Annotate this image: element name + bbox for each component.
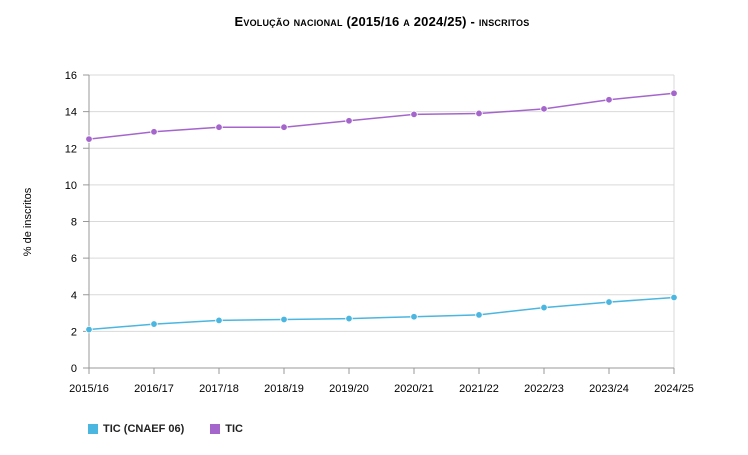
grid-lines — [89, 74, 675, 368]
legend-item-tic-cnaef[interactable]: TIC (CNAEF 06) — [88, 423, 184, 435]
legend: TIC (CNAEF 06) TIC — [88, 423, 269, 435]
series-line-0 — [88, 296, 675, 331]
data-point[interactable] — [410, 313, 418, 321]
data-point[interactable] — [670, 89, 678, 98]
x-tick-label: 2024/25 — [654, 383, 694, 395]
data-point[interactable] — [85, 135, 93, 143]
axes — [83, 74, 675, 374]
legend-item-tic[interactable]: TIC — [210, 423, 243, 435]
series-line-1 — [88, 92, 675, 140]
data-point[interactable] — [540, 105, 548, 113]
y-tick-label: 2 — [71, 326, 77, 338]
data-point[interactable] — [150, 128, 158, 136]
x-tick-label: 2016/17 — [134, 383, 174, 395]
data-point[interactable] — [150, 320, 158, 328]
legend-swatch-tic-cnaef — [88, 424, 98, 434]
data-point[interactable] — [475, 109, 483, 118]
tick-labels: 0 2 4 6 8 10 12 14 16 2015/16 2016/17 2017/18 2018/1… — [65, 70, 694, 395]
x-tick-label: 2018/19 — [264, 383, 304, 395]
x-tick-label: 2020/21 — [394, 383, 434, 395]
legend-label-tic-cnaef: TIC (CNAEF 06) — [103, 423, 185, 435]
data-point[interactable] — [345, 117, 353, 125]
data-point[interactable] — [670, 293, 678, 302]
y-tick-label: 14 — [65, 107, 77, 119]
data-point[interactable] — [410, 110, 418, 119]
data-point[interactable] — [605, 96, 613, 104]
x-tick-label: 2019/20 — [329, 383, 369, 395]
data-point[interactable] — [215, 123, 223, 131]
data-point[interactable] — [605, 298, 613, 306]
legend-label-tic: TIC — [225, 423, 244, 435]
data-point[interactable] — [280, 123, 288, 131]
y-tick-label: 16 — [65, 70, 77, 82]
legend-swatch-tic — [210, 424, 221, 434]
data-point[interactable] — [85, 325, 93, 334]
data-point[interactable] — [345, 314, 353, 323]
x-tick-label: 2022/23 — [524, 383, 564, 395]
x-tick-label: 2015/16 — [69, 383, 109, 395]
x-tick-label: 2023/24 — [589, 383, 629, 395]
data-point[interactable] — [215, 316, 223, 325]
chart-title: Evolução nacional (2015/16 a 2024/25) - … — [234, 14, 530, 29]
series — [85, 89, 678, 334]
y-tick-label: 4 — [71, 290, 77, 302]
x-tick-label: 2017/18 — [199, 383, 239, 395]
y-tick-label: 12 — [65, 143, 77, 155]
data-point[interactable] — [540, 303, 548, 312]
x-tick-label: 2021/22 — [459, 383, 499, 395]
data-point[interactable] — [280, 315, 288, 324]
y-tick-label: 8 — [71, 217, 77, 229]
data-point[interactable] — [475, 311, 483, 319]
y-tick-label: 10 — [65, 180, 77, 192]
y-tick-label: 0 — [71, 363, 77, 375]
y-tick-label: 6 — [71, 253, 77, 265]
